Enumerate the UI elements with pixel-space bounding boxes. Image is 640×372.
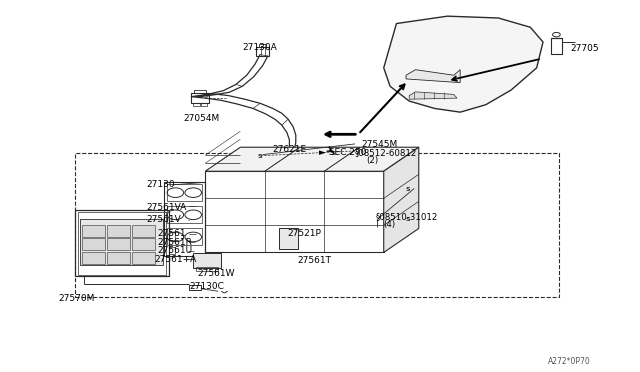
Bar (195, 90, 206, 93)
Text: 27561W: 27561W (198, 269, 235, 278)
Bar (132, 225, 155, 237)
Bar (108, 252, 130, 264)
Bar (167, 184, 202, 201)
Bar (75, 153, 559, 297)
Bar (288, 148, 302, 156)
Bar (191, 93, 209, 103)
Bar (205, 171, 384, 253)
Polygon shape (384, 147, 419, 253)
Bar (412, 73, 424, 81)
Bar (256, 47, 269, 56)
Text: ► SEC.270: ► SEC.270 (319, 148, 366, 157)
Text: 27130A: 27130A (243, 43, 277, 52)
Text: S: S (406, 217, 410, 222)
Text: 27054M: 27054M (183, 114, 220, 123)
Text: §08512-60812: §08512-60812 (355, 148, 417, 157)
Text: 27561U: 27561U (157, 246, 192, 255)
Text: 27561: 27561 (157, 230, 186, 238)
Bar (550, 38, 562, 54)
Polygon shape (409, 92, 457, 99)
Bar (193, 253, 221, 268)
Text: 27561VA: 27561VA (147, 202, 187, 212)
Bar (201, 103, 207, 106)
Text: (4): (4) (384, 220, 396, 229)
Text: S: S (257, 154, 262, 159)
Bar (259, 44, 266, 47)
Text: 27521P: 27521P (287, 229, 321, 238)
Text: 27545M: 27545M (362, 140, 397, 149)
Bar (427, 73, 438, 81)
Bar (132, 238, 155, 250)
Bar (196, 267, 218, 271)
Text: 27130C: 27130C (189, 282, 224, 291)
Text: 27561T: 27561T (298, 256, 332, 266)
Bar (189, 285, 201, 290)
Bar (83, 252, 105, 264)
Bar (164, 182, 205, 256)
Text: 27561R: 27561R (157, 238, 192, 247)
Bar (83, 225, 105, 237)
Text: (2): (2) (366, 155, 378, 165)
Bar (169, 232, 175, 240)
Bar (442, 73, 453, 81)
Text: S: S (406, 187, 410, 192)
Bar (108, 225, 130, 237)
Bar (167, 228, 202, 245)
Text: 27130: 27130 (147, 180, 175, 189)
Polygon shape (205, 147, 419, 171)
Polygon shape (406, 70, 460, 83)
Bar (278, 228, 298, 249)
Bar (108, 238, 130, 250)
Text: S: S (330, 151, 335, 156)
Bar (193, 103, 200, 106)
Bar (132, 252, 155, 264)
Bar (80, 219, 163, 265)
Bar (83, 238, 105, 250)
Bar (75, 210, 169, 276)
Text: 27561V: 27561V (147, 215, 181, 224)
Polygon shape (384, 16, 543, 112)
Bar (78, 212, 166, 275)
Text: 27570M: 27570M (59, 295, 95, 304)
Text: 27561+A: 27561+A (154, 255, 196, 264)
Text: §08510-31012: §08510-31012 (376, 212, 438, 221)
Text: A272*0P70: A272*0P70 (548, 357, 591, 366)
Bar (167, 206, 202, 223)
Text: 27621E: 27621E (272, 145, 307, 154)
Bar (169, 247, 175, 254)
Text: 27705: 27705 (570, 44, 599, 53)
